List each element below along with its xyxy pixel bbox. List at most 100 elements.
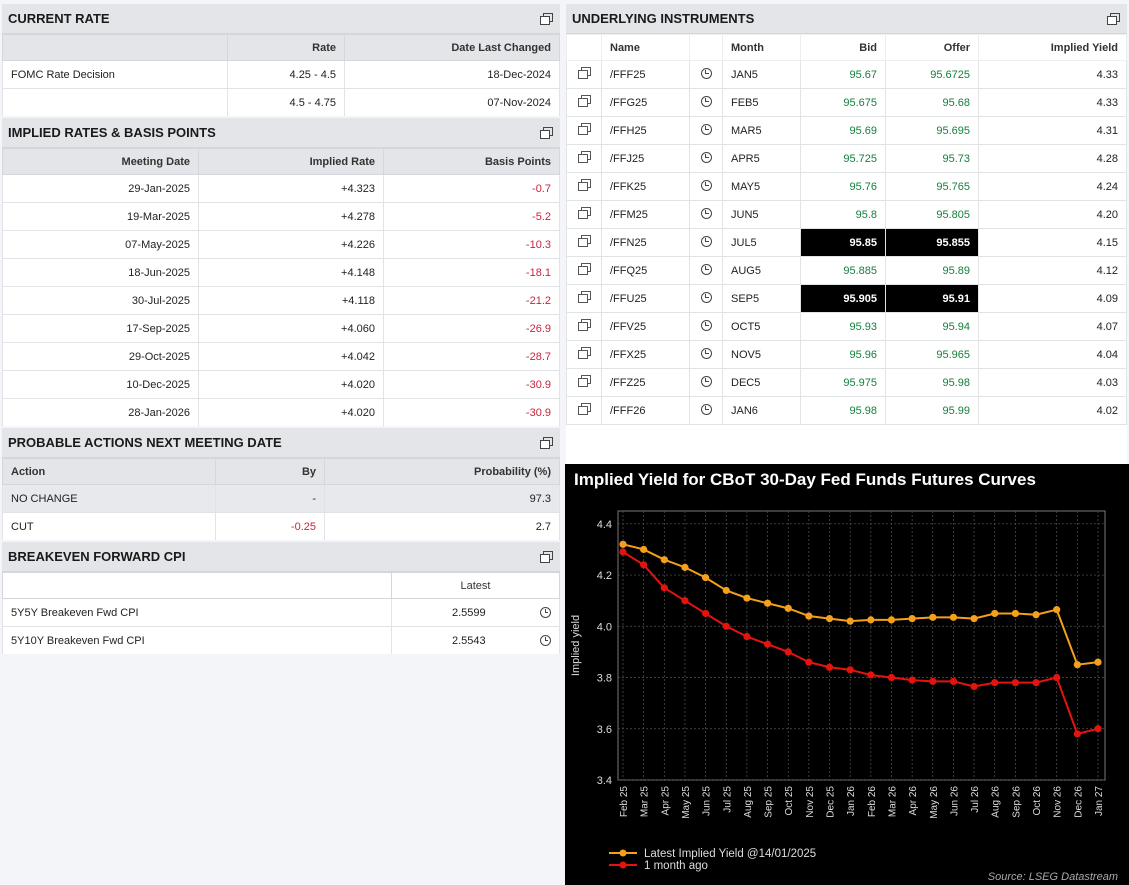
table-row[interactable]: /FFH25 MAR5 95.69 95.695 4.31 [566,116,1127,145]
clock-cell [689,312,723,341]
popout-window-icon[interactable] [576,345,592,361]
popout-window-icon[interactable] [1105,11,1121,27]
chart-title: Implied Yield for CBoT 30-Day Fed Funds … [574,470,1036,489]
clock-icon[interactable] [540,607,551,618]
instrument-name[interactable]: /FFK25 [601,172,690,201]
column-header: Offer [885,34,979,61]
x-tick-label: Oct 26 [1032,786,1043,816]
column-header: Rate [227,34,345,61]
data-point [949,677,958,685]
clock-icon[interactable] [700,151,712,163]
popout-cell [566,256,602,285]
action-by: - [215,484,325,513]
action-by: -0.25 [215,512,325,540]
clock-icon[interactable] [700,375,712,387]
data-point [970,615,978,623]
instrument-name[interactable]: /FFF25 [601,60,690,89]
table-header-row: Action By Probability (%) [2,458,560,485]
popout-window-icon[interactable] [576,373,592,389]
data-point [1073,730,1081,738]
popout-window-icon[interactable] [538,549,554,565]
instrument-name[interactable]: /FFM25 [601,200,690,229]
data-point [763,599,772,607]
cpi-label: 5Y10Y Breakeven Fwd CPI [2,626,392,654]
instrument-name[interactable]: /FFZ25 [601,368,690,397]
popout-window-icon[interactable] [576,149,592,165]
table-row[interactable]: /FFM25 JUN5 95.8 95.805 4.20 [566,200,1127,229]
table-row: 5Y5Y Breakeven Fwd CPI 2.5599 [2,598,560,627]
popout-window-icon[interactable] [576,93,592,109]
instrument-name[interactable]: /FFN25 [601,228,690,257]
table-row[interactable]: /FFQ25 AUG5 95.885 95.89 4.12 [566,256,1127,285]
offer-price: 95.99 [885,396,979,425]
implied-yield: 4.02 [978,396,1127,425]
instrument-name[interactable]: /FFU25 [601,284,690,313]
popout-window-icon[interactable] [538,11,554,27]
instrument-name[interactable]: /FFX25 [601,340,690,369]
instrument-name[interactable]: /FFH25 [601,116,690,145]
popout-window-icon[interactable] [576,401,592,417]
data-point [1011,679,1019,687]
clock-icon[interactable] [700,179,712,191]
clock-icon[interactable] [700,67,712,79]
instrument-name[interactable]: /FFQ25 [601,256,690,285]
table-row[interactable]: /FFX25 NOV5 95.96 95.965 4.04 [566,340,1127,369]
column-header: By [215,458,325,485]
table-row[interactable]: /FFF26 JAN6 95.98 95.99 4.02 [566,396,1127,425]
data-point [887,673,896,682]
basis-points: -21.2 [383,286,560,315]
popout-cell [566,396,602,425]
clock-icon[interactable] [700,95,712,107]
legend-marker [619,849,627,857]
table-row[interactable]: /FFJ25 APR5 95.725 95.73 4.28 [566,144,1127,173]
popout-window-icon[interactable] [576,261,592,277]
popout-window-icon[interactable] [576,317,592,333]
instrument-name[interactable]: /FFJ25 [601,144,690,173]
clock-icon[interactable] [700,347,712,359]
table-row[interactable]: /FFF25 JAN5 95.67 95.6725 4.33 [566,60,1127,89]
x-tick-label: Aug 26 [991,786,1002,818]
popout-window-icon[interactable] [538,125,554,141]
data-point [1053,673,1061,682]
clock-icon[interactable] [700,403,712,415]
table-row[interactable]: /FFU25 SEP5 95.905 95.91 4.09 [566,284,1127,313]
popout-window-icon[interactable] [538,435,554,451]
table-row[interactable]: /FFV25 OCT5 95.93 95.94 4.07 [566,312,1127,341]
clock-icon[interactable] [700,291,712,303]
popout-window-icon[interactable] [576,121,592,137]
table-row[interactable]: /FFK25 MAY5 95.76 95.765 4.24 [566,172,1127,201]
popout-window-icon[interactable] [576,177,592,193]
bid-price: 95.675 [800,88,886,117]
date-value: 18-Dec-2024 [344,60,560,89]
instrument-name[interactable]: /FFG25 [601,88,690,117]
meeting-date: 29-Oct-2025 [2,342,199,371]
offer-price: 95.6725 [885,60,979,89]
clock-icon[interactable] [540,635,551,646]
clock-icon[interactable] [700,235,712,247]
popout-window-icon[interactable] [576,205,592,221]
clock-icon[interactable] [700,123,712,135]
data-point [702,574,710,582]
contract-month: MAR5 [722,116,801,145]
popout-window-icon[interactable] [576,289,592,305]
clock-cell [689,116,723,145]
implied-rate: +4.148 [198,258,384,287]
basis-points: -26.9 [383,314,560,343]
popout-window-icon[interactable] [576,233,592,249]
column-header [566,34,602,61]
contract-month: SEP5 [722,284,801,313]
clock-icon[interactable] [700,319,712,331]
basis-points: -30.9 [383,398,560,426]
basis-points: -18.1 [383,258,560,287]
table-row[interactable]: /FFN25 JUL5 95.85 95.855 4.15 [566,228,1127,257]
table-row[interactable]: /FFG25 FEB5 95.675 95.68 4.33 [566,88,1127,117]
instrument-name[interactable]: /FFF26 [601,396,690,425]
popout-window-icon[interactable] [576,65,592,81]
clock-icon[interactable] [700,263,712,275]
bid-price: 95.905 [800,284,886,313]
clock-icon[interactable] [700,207,712,219]
table-row[interactable]: /FFZ25 DEC5 95.975 95.98 4.03 [566,368,1127,397]
table-row: 28-Jan-2026 +4.020 -30.9 [2,398,560,426]
instrument-name[interactable]: /FFV25 [601,312,690,341]
contract-month: JUN5 [722,200,801,229]
